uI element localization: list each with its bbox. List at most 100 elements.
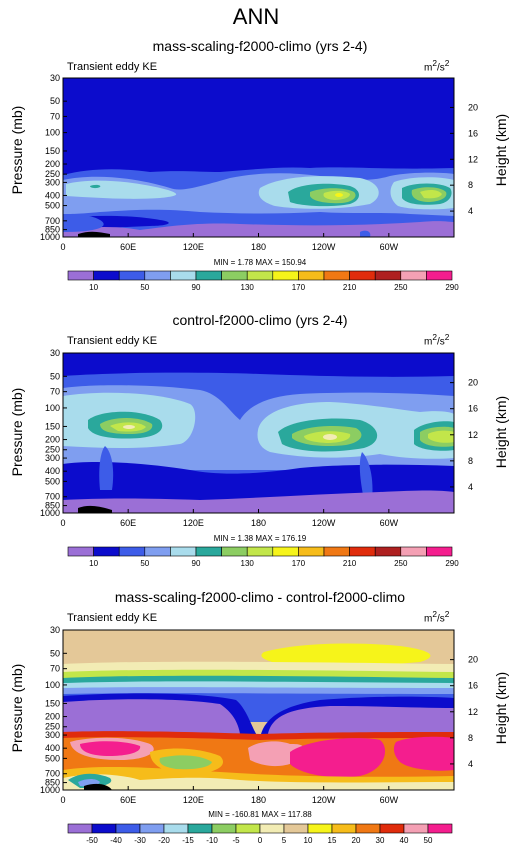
x-tick-label: 60W (380, 795, 399, 805)
colorbar-label: -15 (182, 836, 194, 845)
y2-tick-label: 12 (468, 154, 478, 164)
panel-2-minmax: MIN = 1.38 MAX = 176.19 (213, 534, 307, 543)
colorbar-label: 10 (89, 559, 98, 568)
y-tick-label: 700 (45, 769, 60, 779)
panel-2-x-ticks: 0 60E 120E 180 120W 60W (60, 509, 399, 528)
y-tick-label: 30 (50, 73, 60, 83)
colorbar-label: 50 (424, 836, 433, 845)
y-tick-label: 250 (45, 722, 60, 732)
y-tick-label: 500 (45, 201, 60, 211)
panel-1-variable: Transient eddy KE (67, 61, 158, 73)
colorbar-swatch (427, 823, 453, 834)
colorbar-label: 0 (258, 836, 263, 845)
panel-2-units: m2/s2 (424, 332, 450, 348)
colorbar-label: 15 (328, 836, 337, 845)
colorbar-label: 40 (400, 836, 409, 845)
colorbar-swatch (163, 823, 189, 834)
y2-tick-label: 20 (468, 378, 478, 388)
panel-1-y2-ticks: 20 16 12 8 4 (450, 102, 478, 216)
y2-tick-label: 8 (468, 180, 473, 190)
colorbar-label: 50 (140, 283, 149, 292)
panel-3-title: mass-scaling-f2000-climo - control-f2000… (114, 589, 406, 605)
y-tick-label: 850 (45, 501, 60, 511)
colorbar-swatch (403, 823, 429, 834)
y2-tick-label: 16 (468, 404, 478, 414)
y-tick-label: 250 (45, 169, 60, 179)
colorbar-label: 250 (394, 283, 408, 292)
colorbar-swatch (67, 823, 93, 834)
y2-tick-label: 8 (468, 733, 473, 743)
y-tick-label: 50 (50, 371, 60, 381)
y-tick-label: 850 (45, 225, 60, 235)
colorbar-label: 50 (140, 559, 149, 568)
y-tick-label: 1000 (40, 232, 60, 242)
panel-3-y2-ticks: 20 16 12 8 4 (450, 655, 478, 769)
y-tick-label: 100 (45, 403, 60, 413)
colorbar-label: 90 (192, 283, 201, 292)
y-tick-label: 200 (45, 159, 60, 169)
panel-1-field (63, 78, 454, 237)
x-tick-label: 60E (120, 242, 136, 252)
panel-2-variable: Transient eddy KE (67, 335, 158, 347)
y-tick-label: 700 (45, 492, 60, 502)
main-title: ANN (232, 4, 280, 29)
x-tick-label: 0 (60, 795, 65, 805)
colorbar-swatch (355, 823, 381, 834)
y2-tick-label: 16 (468, 128, 478, 138)
colorbar-swatch (187, 823, 213, 834)
x-tick-label: 120W (312, 518, 336, 528)
x-tick-label: 120W (312, 795, 336, 805)
panel-2-field (63, 353, 454, 513)
y-tick-label: 400 (45, 743, 60, 753)
x-tick-label: 60E (120, 518, 136, 528)
y-tick-label: 300 (45, 177, 60, 187)
y-tick-label: 100 (45, 680, 60, 690)
colorbar-label: 290 (445, 559, 459, 568)
x-tick-label: 120E (183, 242, 204, 252)
y2-tick-label: 12 (468, 707, 478, 717)
x-tick-label: 180 (251, 242, 266, 252)
colorbar-label: 90 (192, 559, 201, 568)
x-tick-label: 120W (312, 242, 336, 252)
y-tick-label: 150 (45, 698, 60, 708)
colorbar-label: -20 (158, 836, 170, 845)
colorbar-label: 20 (352, 836, 361, 845)
y-tick-label: 30 (50, 348, 60, 358)
y-tick-label: 150 (45, 146, 60, 156)
panel-1-x-ticks: 0 60E 120E 180 120W 60W (60, 233, 399, 252)
panel-2-colorbar: 10 50 90 130 170 210 250 290 (67, 546, 459, 568)
panel-3-colorbar: -50 -40 -30 -20 -15 -10 -5 0 5 10 15 20 30 40 50 (67, 823, 453, 845)
panel-3-minmax: MIN = -160.81 MAX = 117.88 (208, 810, 312, 819)
colorbar-label: -40 (110, 836, 122, 845)
colorbar-swatch (283, 823, 309, 834)
colorbar-label: 210 (343, 283, 357, 292)
colorbar-label: 130 (241, 283, 255, 292)
x-tick-label: 0 (60, 242, 65, 252)
x-tick-label: 180 (251, 795, 266, 805)
panel-2-title: control-f2000-climo (yrs 2-4) (172, 312, 348, 328)
y-tick-label: 70 (50, 664, 60, 674)
x-tick-label: 120E (183, 518, 204, 528)
colorbar-swatch (331, 823, 357, 834)
y2-tick-label: 20 (468, 655, 478, 665)
y-tick-label: 500 (45, 476, 60, 486)
y-tick-label: 300 (45, 730, 60, 740)
y2-tick-label: 4 (468, 482, 473, 492)
y-tick-label: 150 (45, 421, 60, 431)
y-tick-label: 300 (45, 453, 60, 463)
colorbar-swatch (211, 823, 237, 834)
y-tick-label: 30 (50, 625, 60, 635)
y-tick-label: 1000 (40, 508, 60, 518)
x-tick-label: 120E (183, 795, 204, 805)
colorbar-label: 30 (376, 836, 385, 845)
colorbar-label: 290 (445, 283, 459, 292)
panel-1-colorbar: 10 50 90 130 170 210 250 290 (67, 270, 459, 292)
colorbar-label: 170 (292, 283, 306, 292)
colorbar-label: 5 (282, 836, 287, 845)
y-tick-label: 100 (45, 128, 60, 138)
colorbar-swatch (139, 823, 165, 834)
